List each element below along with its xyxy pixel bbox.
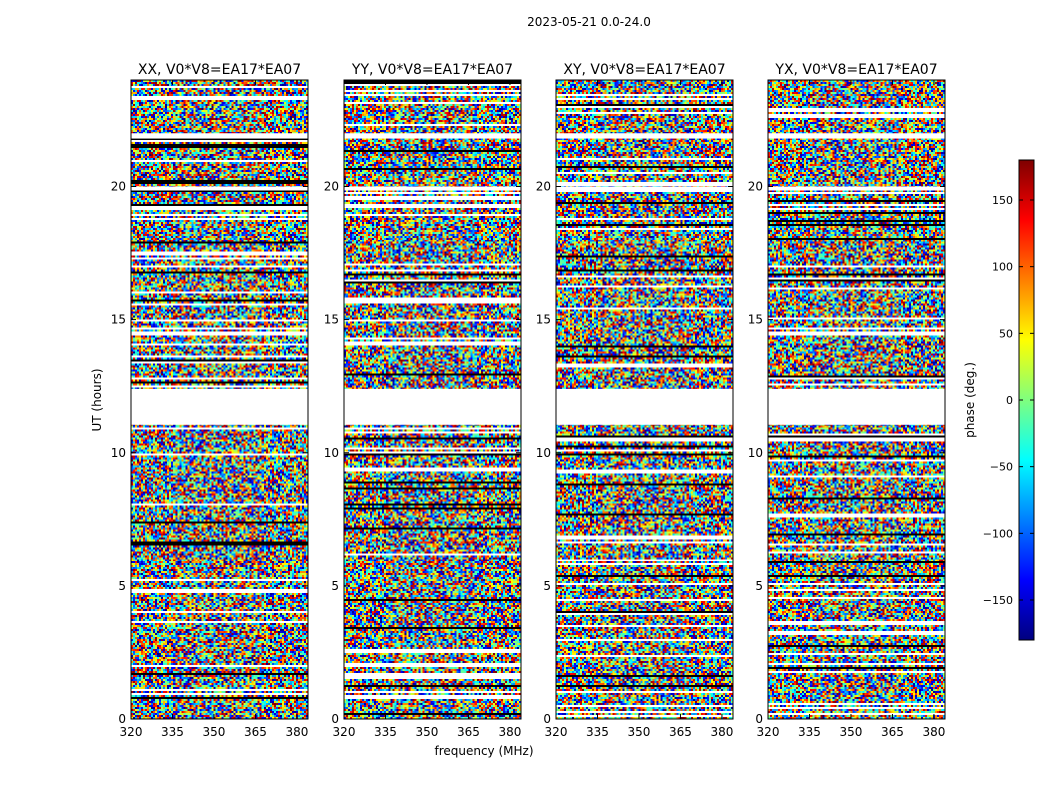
colorbar-tick-label: −50 — [990, 461, 1013, 474]
y-tick-label: 15 — [536, 313, 551, 327]
y-tick-label: 0 — [755, 712, 763, 726]
x-tick-label: 365 — [881, 725, 904, 739]
x-tick-label: 320 — [757, 725, 780, 739]
colorbar-tick-label: −100 — [983, 527, 1013, 540]
no-data-band — [344, 133, 521, 139]
panel-yy: YY, V0*V8=EA17*EA07 320 335 350 365 380 0 5 10 15… — [324, 62, 522, 739]
x-tick-label: 365 — [244, 725, 267, 739]
colorbar-tick-label: 150 — [992, 194, 1013, 207]
no-data-band — [768, 133, 945, 139]
axes-frame — [555, 79, 734, 720]
y-tick-label: 20 — [324, 180, 339, 194]
no-data-band — [768, 186, 945, 191]
y-tick-label: 15 — [111, 313, 126, 327]
y-tick-label: 15 — [324, 313, 339, 327]
y-tick-label: 10 — [324, 446, 339, 460]
y-tick-label: 0 — [543, 712, 551, 726]
x-tick-label: 335 — [161, 725, 184, 739]
x-tick-label: 380 — [498, 725, 521, 739]
x-tick-label: 365 — [457, 725, 480, 739]
colorbar-tick-label: 100 — [992, 261, 1013, 274]
panel-title: XX, V0*V8=EA17*EA07 — [138, 62, 301, 78]
no-data-band — [131, 388, 308, 425]
colorbar-tick-label: −150 — [983, 594, 1013, 607]
x-tick-label: 320 — [120, 725, 143, 739]
x-tick-label: 350 — [416, 725, 439, 739]
y-tick-label: 20 — [536, 180, 551, 194]
x-tick-label: 380 — [710, 725, 733, 739]
panel-title: YY, V0*V8=EA17*EA07 — [351, 62, 513, 78]
x-tick-label: 320 — [545, 725, 568, 739]
x-tick-label: 350 — [628, 725, 651, 739]
no-data-band — [556, 186, 733, 191]
y-tick-label: 0 — [118, 712, 126, 726]
colorbar-label: phase (deg.) — [963, 362, 977, 438]
x-axis-label: frequency (MHz) — [434, 744, 533, 758]
no-data-band — [131, 186, 308, 191]
colorbar: phase (deg.) 150 100 50 0 −50 −100 −150 — [963, 159, 1035, 641]
figure-suptitle: 2023-05-21 0.0-24.0 — [527, 15, 651, 29]
axes-frame — [130, 79, 309, 720]
panel-xx: XX, V0*V8=EA17*EA07 320 335 350 365 380 0 5 10 15… — [111, 62, 309, 739]
panel-yx: YX, V0*V8=EA17*EA07 320 335 350 365 380 0 5 10 15… — [748, 62, 946, 739]
axes-frame — [767, 79, 946, 720]
x-tick-label: 320 — [333, 725, 356, 739]
panel-title: YX, V0*V8=EA17*EA07 — [774, 62, 937, 78]
x-tick-label: 335 — [586, 725, 609, 739]
axes-frame — [343, 79, 522, 720]
colorbar-tick-label: 0 — [1006, 394, 1013, 407]
y-tick-label: 5 — [543, 579, 551, 593]
x-tick-label: 335 — [374, 725, 397, 739]
x-tick-label: 365 — [669, 725, 692, 739]
colorbar-tick-label: 50 — [999, 327, 1013, 340]
no-data-band — [344, 388, 521, 425]
no-data-band — [131, 133, 308, 139]
y-tick-label: 10 — [748, 446, 763, 460]
y-tick-label: 20 — [748, 180, 763, 194]
panel-xy: XY, V0*V8=EA17*EA07 320 335 350 365 380 0 5 10 15… — [536, 62, 734, 739]
y-tick-label: 5 — [118, 579, 126, 593]
no-data-band — [344, 186, 521, 191]
no-data-band — [556, 133, 733, 139]
y-tick-label: 0 — [331, 712, 339, 726]
panel-title: XY, V0*V8=EA17*EA07 — [563, 62, 725, 78]
y-tick-label: 5 — [331, 579, 339, 593]
y-tick-label: 10 — [536, 446, 551, 460]
x-tick-label: 380 — [285, 725, 308, 739]
no-data-band — [768, 388, 945, 425]
y-tick-label: 20 — [111, 180, 126, 194]
y-axis-label: UT (hours) — [90, 368, 104, 431]
x-tick-label: 335 — [798, 725, 821, 739]
x-tick-label: 350 — [203, 725, 226, 739]
y-tick-label: 15 — [748, 313, 763, 327]
y-tick-label: 10 — [111, 446, 126, 460]
panels-group: XX, V0*V8=EA17*EA07 320 335 350 365 380 0 5 10 15… — [111, 62, 946, 739]
y-tick-label: 5 — [755, 579, 763, 593]
no-data-band — [556, 388, 733, 425]
x-tick-label: 350 — [840, 725, 863, 739]
x-tick-label: 380 — [922, 725, 945, 739]
